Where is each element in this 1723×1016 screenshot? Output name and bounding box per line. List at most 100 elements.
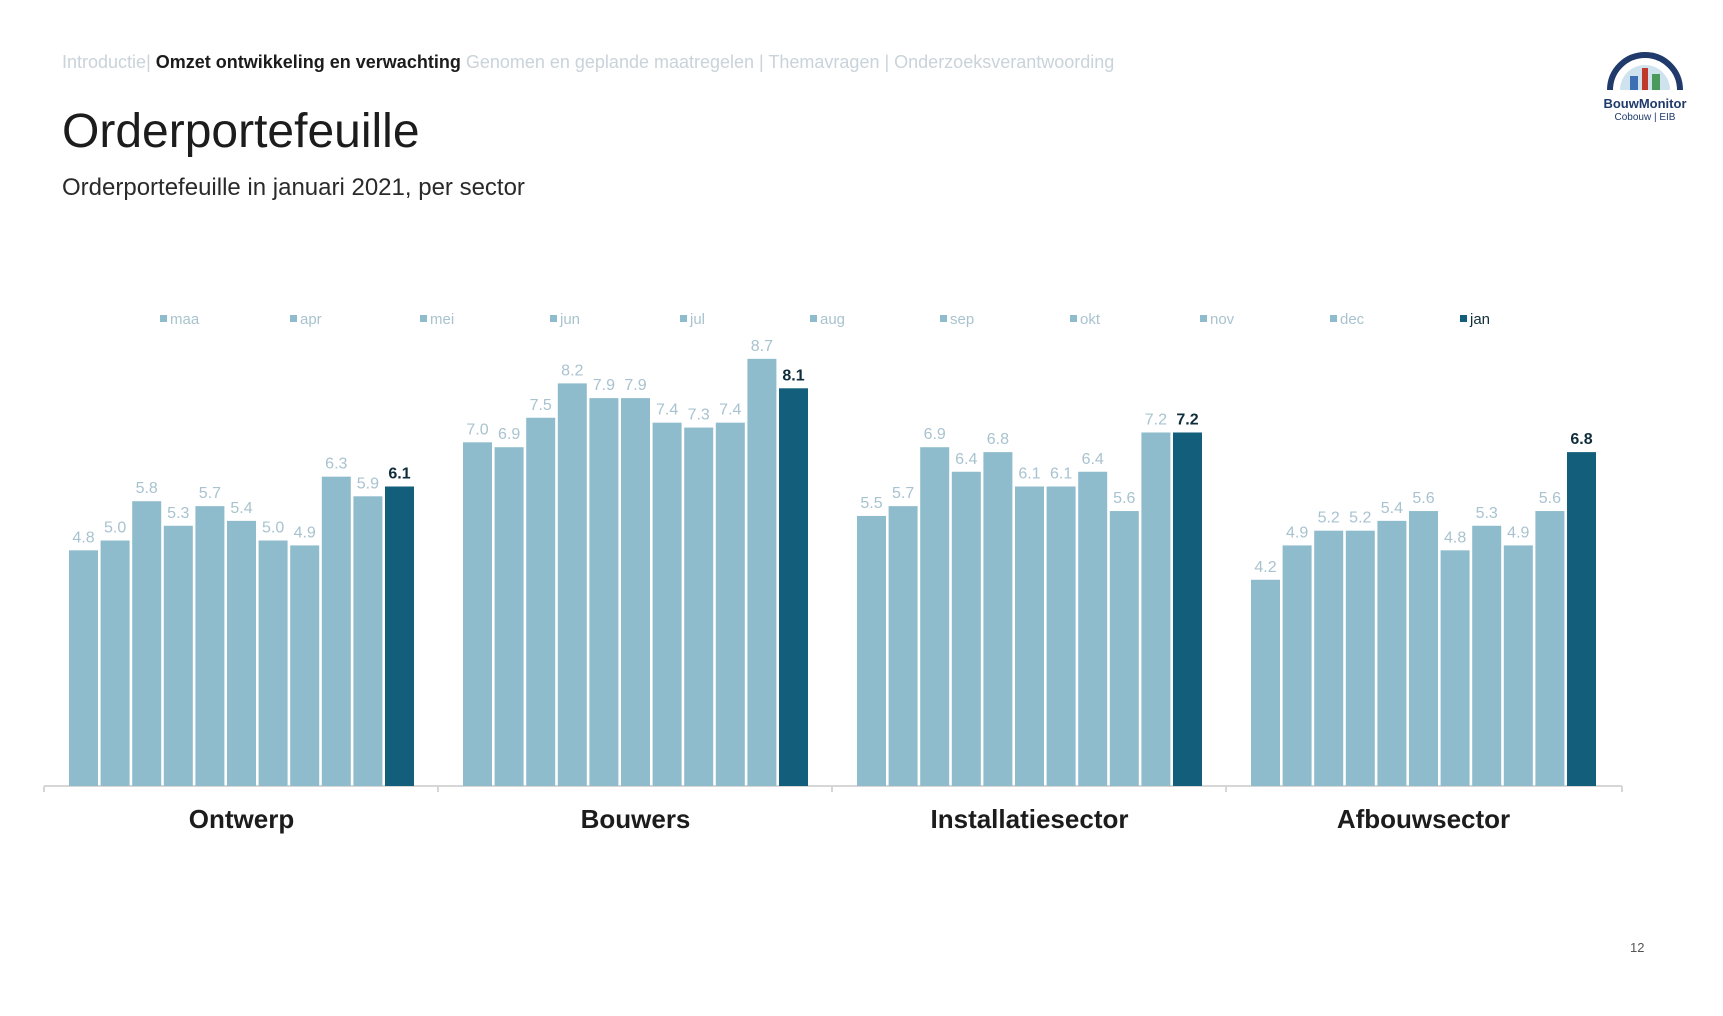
bar-afbouwsector-apr: [1282, 545, 1312, 786]
bar-bouwers-nov: [715, 422, 745, 786]
data-label-bouwers-okt: 7.3: [688, 407, 710, 424]
breadcrumb-item-omzet[interactable]: Omzet ontwikkeling en verwachting: [155, 52, 461, 72]
legend-label-maa: maa: [170, 311, 200, 328]
category-label-afbouwsector: Afbouwsector: [1337, 804, 1510, 834]
data-label-bouwers-nov: 7.4: [719, 402, 741, 419]
legend-label-jan: jan: [1469, 311, 1490, 328]
bar-ontwerp-okt: [290, 545, 320, 786]
bar-installatiesector-aug: [1015, 486, 1044, 786]
bar-installatiesector-nov: [1109, 511, 1139, 786]
data-label-afbouwsector-maa: 4.2: [1254, 559, 1276, 576]
data-label-afbouwsector-dec: 5.6: [1539, 490, 1561, 507]
data-label-installatiesector-jul: 6.8: [987, 431, 1009, 448]
bar-installatiesector-sep: [1046, 486, 1076, 786]
bar-bouwers-sep: [652, 422, 682, 786]
data-label-installatiesector-maa: 5.5: [860, 495, 882, 512]
bar-installatiesector-jun: [951, 471, 981, 786]
legend-label-mei: mei: [430, 311, 454, 328]
data-label-bouwers-maa: 7.0: [466, 421, 488, 438]
bar-installatiesector-dec: [1141, 432, 1171, 786]
bar-installatiesector-maa: [857, 515, 886, 786]
category-label-bouwers: Bouwers: [581, 804, 691, 834]
bar-bouwers-jul: [589, 398, 619, 786]
data-label-bouwers-aug: 7.9: [624, 377, 646, 394]
gauge-icon: [1607, 52, 1683, 91]
bar-afbouwsector-aug: [1409, 511, 1438, 786]
bar-ontwerp-mei: [132, 501, 162, 786]
data-label-afbouwsector-mei: 5.2: [1318, 510, 1340, 527]
breadcrumb-item-maatregelen[interactable]: Genomen en geplande maatregelen: [465, 52, 755, 72]
bar-installatiesector-apr: [888, 506, 918, 786]
data-label-ontwerp-aug: 5.4: [230, 500, 252, 517]
legend-label-nov: nov: [1210, 311, 1235, 328]
bar-afbouwsector-dec: [1535, 511, 1565, 786]
data-label-bouwers-jun: 8.2: [561, 362, 583, 379]
breadcrumb-item-onderzoeksverantwoording[interactable]: Onderzoeksverantwoording: [894, 52, 1115, 72]
bar-installatiesector-jul: [983, 452, 1013, 786]
data-label-afbouwsector-jan: 6.8: [1570, 431, 1592, 448]
data-label-installatiesector-jan: 7.2: [1176, 411, 1198, 428]
bar-installatiesector-jan: [1173, 432, 1202, 786]
legend-label-jul: jul: [689, 311, 705, 328]
legend-swatch-aug: [810, 315, 817, 322]
data-label-afbouwsector-jul: 5.4: [1381, 500, 1403, 517]
data-label-ontwerp-mei: 5.8: [136, 480, 158, 497]
page-title: Orderportefeuille: [62, 105, 420, 158]
data-label-afbouwsector-okt: 5.3: [1476, 505, 1498, 522]
legend-swatch-jun: [550, 315, 557, 322]
legend-swatch-okt: [1070, 315, 1077, 322]
breadcrumb: Introductie| Omzet ontwikkeling en verwa…: [62, 52, 1115, 72]
legend-label-okt: okt: [1080, 311, 1101, 328]
bar-installatiesector-okt: [1078, 471, 1108, 786]
data-label-installatiesector-okt: 6.4: [1082, 451, 1104, 468]
data-label-afbouwsector-apr: 4.9: [1286, 524, 1308, 541]
chart-subtitle: Orderportefeuille in januari 2021, per s…: [62, 174, 525, 201]
data-label-ontwerp-okt: 4.9: [294, 524, 316, 541]
bar-ontwerp-maa: [69, 550, 98, 786]
data-label-bouwers-jan: 8.1: [782, 367, 804, 384]
data-label-afbouwsector-sep: 4.8: [1444, 529, 1466, 546]
data-label-bouwers-sep: 7.4: [656, 402, 678, 419]
bar-afbouwsector-okt: [1472, 525, 1502, 786]
bar-ontwerp-jun: [163, 525, 193, 786]
category-label-installatiesector: Installatiesector: [931, 804, 1129, 834]
legend-swatch-nov: [1200, 315, 1207, 322]
bar-ontwerp-jan: [385, 486, 414, 786]
data-label-ontwerp-nov: 6.3: [325, 456, 347, 473]
bar-afbouwsector-maa: [1251, 579, 1280, 786]
bar-bouwers-dec: [747, 358, 777, 786]
data-label-installatiesector-aug: 6.1: [1018, 465, 1040, 482]
data-label-bouwers-dec: 8.7: [751, 338, 773, 355]
legend-label-jun: jun: [559, 311, 580, 328]
bar-bouwers-apr: [494, 447, 524, 786]
data-label-ontwerp-jul: 5.7: [199, 485, 221, 502]
data-label-installatiesector-sep: 6.1: [1050, 465, 1072, 482]
data-label-installatiesector-mei: 6.9: [924, 426, 946, 443]
legend-swatch-sep: [940, 315, 947, 322]
bouwmonitor-logo: BouwMonitor Cobouw | EIB: [1590, 46, 1700, 136]
bar-ontwerp-aug: [227, 520, 256, 786]
legend-label-apr: apr: [300, 311, 322, 328]
bar-afbouwsector-mei: [1314, 530, 1344, 786]
data-label-afbouwsector-aug: 5.6: [1412, 490, 1434, 507]
data-label-bouwers-jul: 7.9: [593, 377, 615, 394]
bar-ontwerp-nov: [321, 476, 351, 786]
data-label-ontwerp-sep: 5.0: [262, 520, 284, 537]
data-label-ontwerp-jan: 6.1: [388, 465, 410, 482]
bar-ontwerp-apr: [100, 540, 130, 786]
data-label-ontwerp-dec: 5.9: [357, 475, 379, 492]
data-label-ontwerp-jun: 5.3: [167, 505, 189, 522]
bar-bouwers-jun: [557, 383, 587, 786]
legend-swatch-mei: [420, 315, 427, 322]
legend-swatch-dec: [1330, 315, 1337, 322]
breadcrumb-item-themavragen[interactable]: Themavragen: [768, 52, 880, 72]
bar-bouwers-maa: [463, 442, 492, 786]
bar-installatiesector-mei: [920, 447, 950, 786]
breadcrumb-item-introductie[interactable]: Introductie: [62, 52, 147, 72]
legend-swatch-jul: [680, 315, 687, 322]
legend-swatch-apr: [290, 315, 297, 322]
data-label-installatiesector-dec: 7.2: [1145, 411, 1167, 428]
legend-label-sep: sep: [950, 311, 974, 328]
bar-afbouwsector-jul: [1377, 520, 1407, 786]
legend-label-dec: dec: [1340, 311, 1365, 328]
